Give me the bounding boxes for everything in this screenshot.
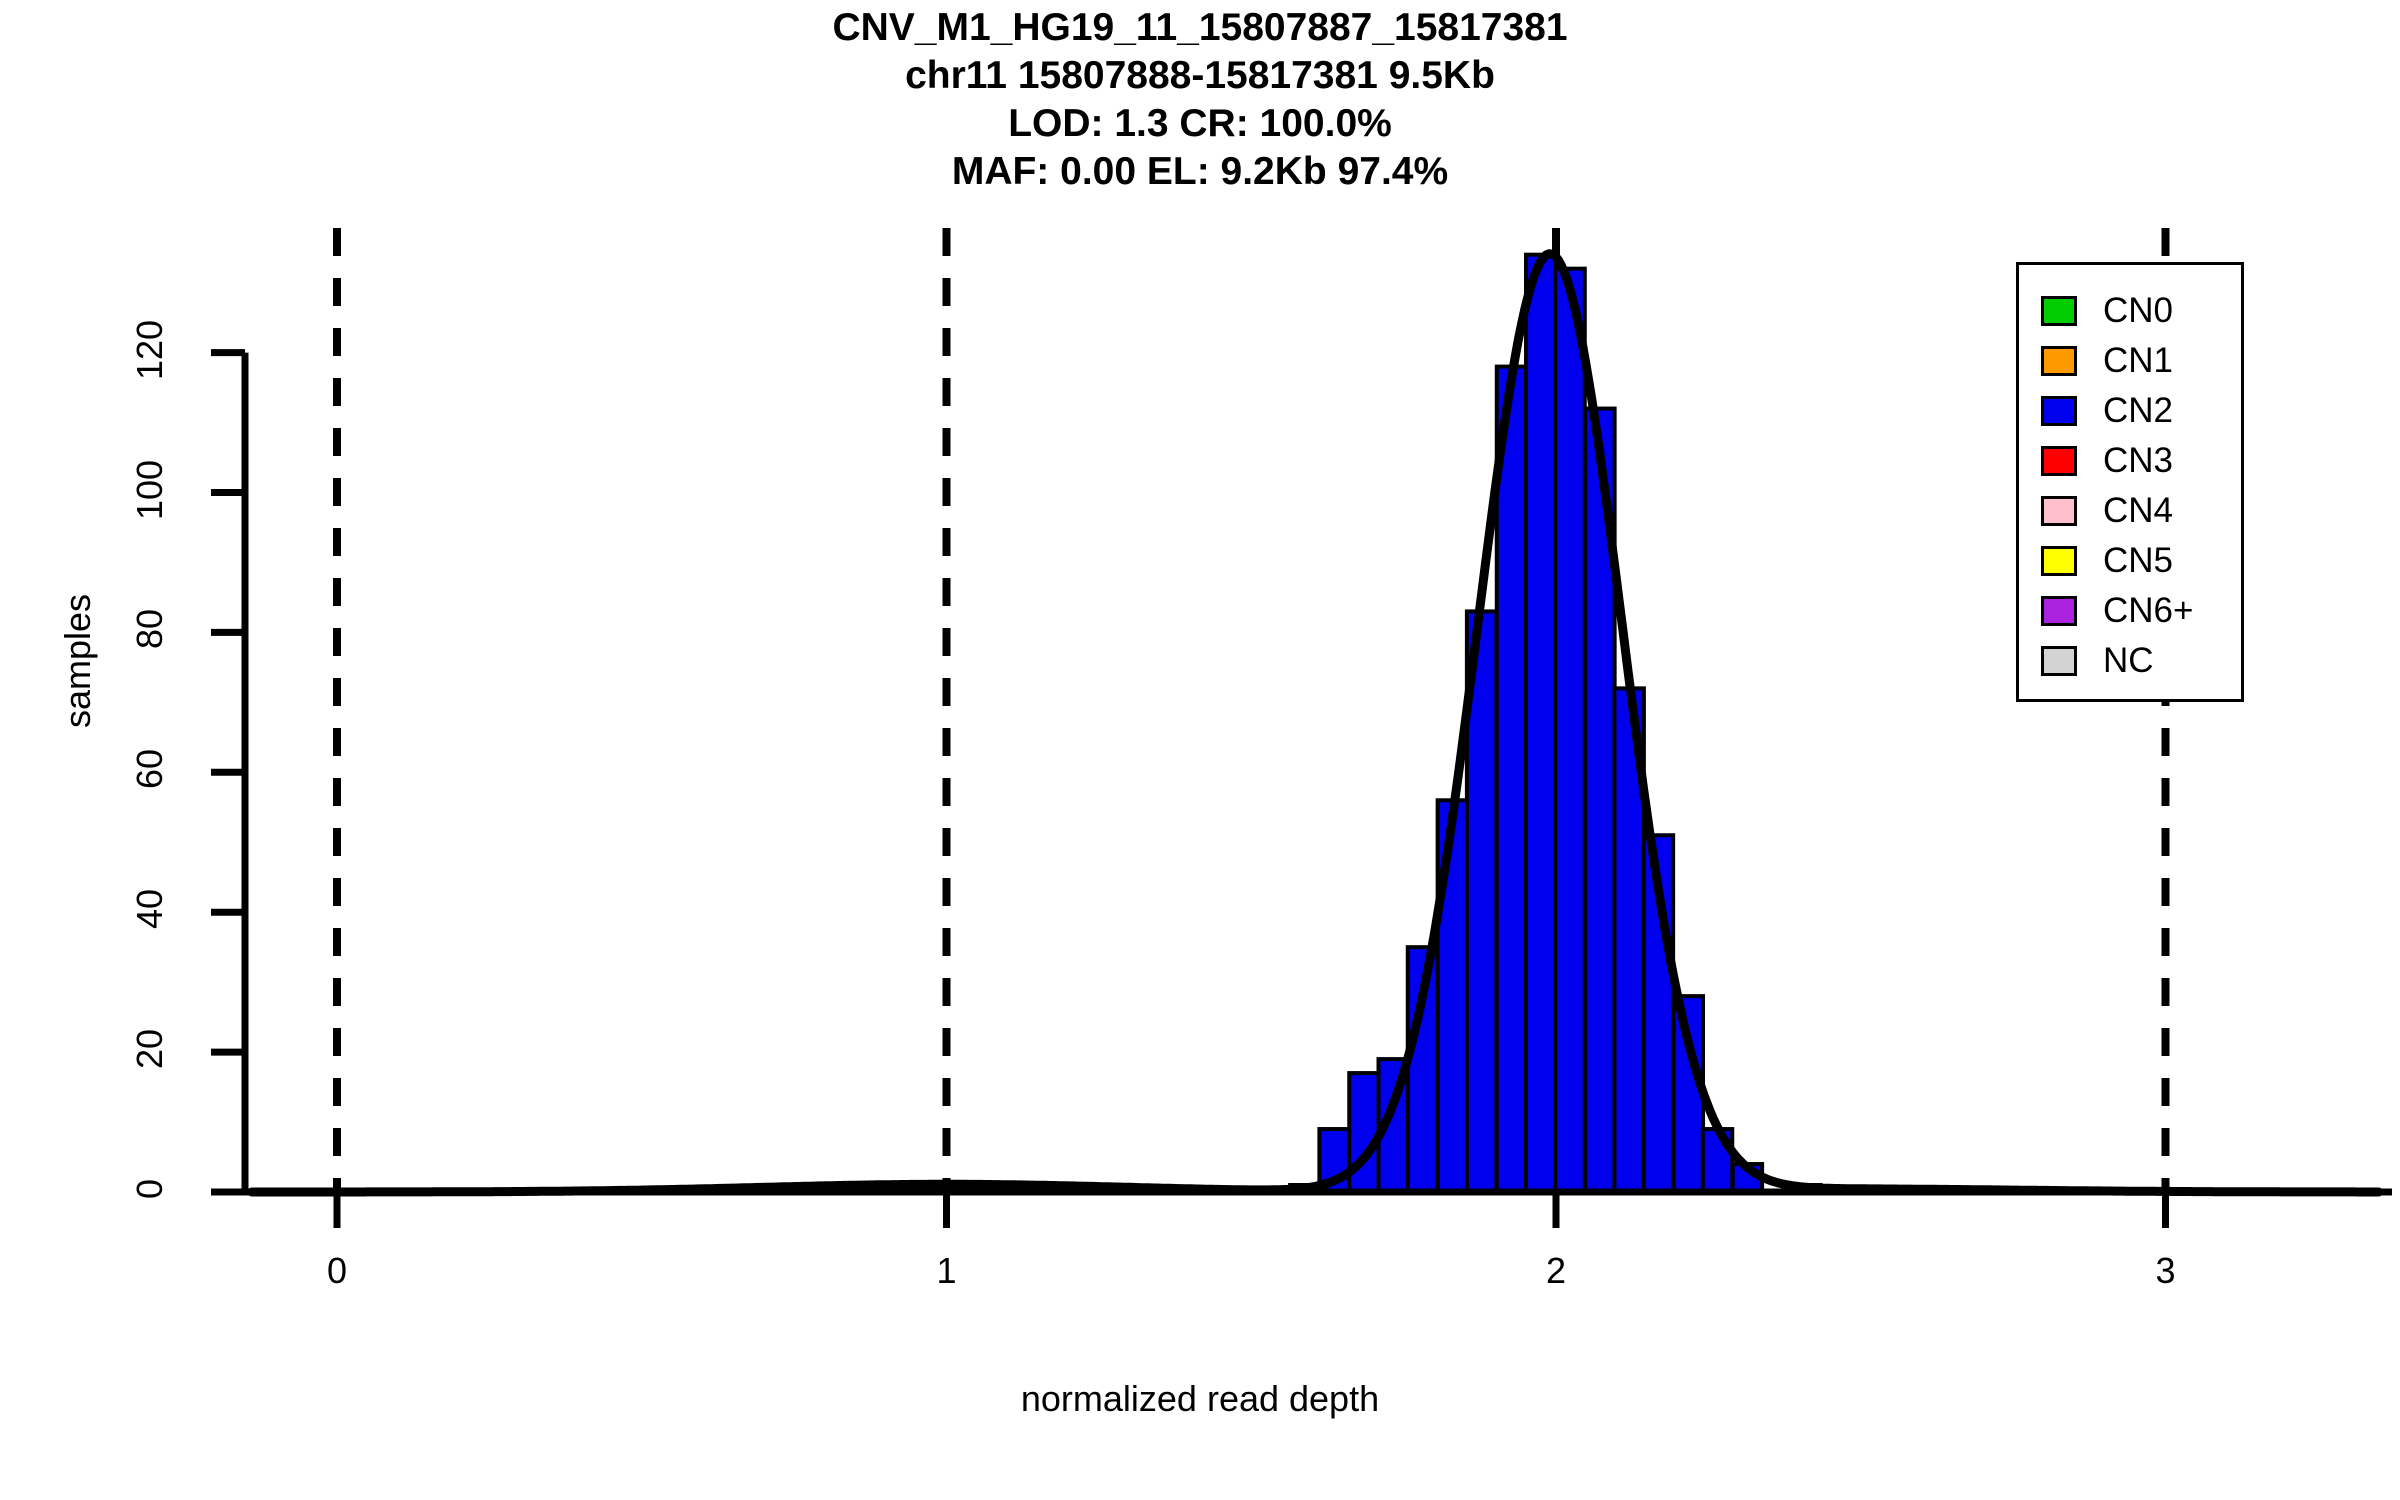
legend-swatch-icon (2041, 546, 2077, 576)
legend-swatch-icon (2041, 296, 2077, 326)
legend-label: CN3 (2103, 441, 2174, 480)
legend-item-cn0[interactable]: CN0 (2019, 287, 2241, 337)
x-tick-label: 1 (936, 1250, 957, 1291)
title-line-locus: chr11 15807888-15817381 9.5Kb (905, 54, 1495, 97)
y-tick-label: 20 (129, 1029, 170, 1070)
axis-group (211, 349, 2392, 1228)
histogram-bar (1671, 994, 1706, 1195)
legend-item-cn6plus[interactable]: CN6+ (2019, 587, 2241, 637)
histogram-bars-group (1288, 252, 1823, 1195)
legend-item-cn1[interactable]: CN1 (2019, 337, 2241, 387)
x-tick-label: 3 (2155, 1250, 2176, 1291)
legend-label: CN5 (2103, 541, 2174, 580)
title-line-lod-cr: LOD: 1.3 CR: 100.0% (1008, 102, 1392, 145)
legend-label: CN6+ (2103, 591, 2194, 630)
x-axis-label: normalized read depth (1020, 1378, 1380, 1419)
legend-item-cn4[interactable]: CN4 (2019, 487, 2241, 537)
legend-swatch-icon (2041, 446, 2077, 476)
legend-label: CN2 (2103, 391, 2174, 430)
legend-item-cn3[interactable]: CN3 (2019, 437, 2241, 487)
legend-item-cn5[interactable]: CN5 (2019, 537, 2241, 587)
title-line-cnv-id: CNV_M1_HG19_11_15807887_15817381 (832, 6, 1568, 49)
y-tick-label: 0 (129, 1178, 170, 1200)
histogram-bar (1553, 266, 1587, 1195)
legend-swatch-icon (2041, 596, 2077, 626)
histogram-bar (1494, 364, 1529, 1194)
legend-item-cn2[interactable]: CN2 (2019, 387, 2241, 437)
x-tick-label: 2 (1545, 1250, 1567, 1291)
legend-label: CN4 (2103, 491, 2174, 530)
title-line-maf-el: MAF: 0.00 EL: 9.2Kb 97.4% (951, 150, 1449, 193)
legend-swatch-icon (2041, 346, 2077, 376)
copy-number-legend: CN0 CN1 CN2 CN3 CN4 CN5 CN6+ NC (2016, 262, 2244, 702)
histogram-bar (1524, 252, 1558, 1195)
legend-label: CN0 (2103, 291, 2174, 330)
reference-lines-group (333, 228, 2170, 1192)
x-tick-label: 0 (326, 1250, 348, 1291)
y-tick-label: 120 (129, 319, 170, 380)
legend-swatch-icon (2041, 646, 2077, 676)
y-tick-label: 100 (129, 459, 170, 520)
y-tick-label: 60 (129, 749, 170, 790)
legend-label: CN1 (2103, 341, 2174, 380)
chart-title: CNV_M1_HG19_11_15807887_15817381 chr11 1… (0, 4, 2400, 196)
legend-item-nc[interactable]: NC (2019, 637, 2241, 687)
y-tick-label: 40 (129, 889, 170, 930)
legend-swatch-icon (2041, 496, 2077, 526)
legend-label: NC (2103, 641, 2154, 680)
legend-swatch-icon (2041, 396, 2077, 426)
y-tick-label: 80 (129, 609, 170, 650)
